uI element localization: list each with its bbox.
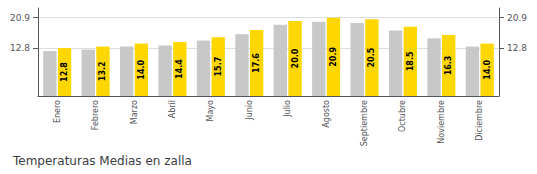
svg-text:16.3: 16.3 [444,56,453,76]
svg-text:20.9: 20.9 [507,13,527,23]
svg-text:Febrero: Febrero [91,100,100,130]
svg-text:14.0: 14.0 [137,59,146,79]
svg-text:12.8: 12.8 [10,43,30,53]
svg-text:Diciembre: Diciembre [475,100,484,141]
svg-text:12.8: 12.8 [60,62,69,82]
svg-text:18.5: 18.5 [406,51,415,71]
svg-text:12.8: 12.8 [507,43,527,53]
svg-text:20.9: 20.9 [10,13,30,23]
svg-text:Julio: Julio [283,100,292,118]
svg-text:13.2: 13.2 [98,61,107,81]
svg-text:Abril: Abril [168,100,177,118]
svg-text:14.4: 14.4 [175,59,184,79]
svg-text:Temperaturas Medias en zalla: Temperaturas Medias en zalla [12,154,192,168]
svg-text:Mayo: Mayo [206,100,215,122]
svg-text:Septiembre: Septiembre [360,100,369,146]
svg-text:Enero: Enero [53,100,62,123]
svg-text:Marzo: Marzo [130,100,139,124]
svg-text:20.9: 20.9 [329,47,338,67]
svg-text:14.0: 14.0 [483,59,492,79]
svg-text:Agosto: Agosto [322,100,331,128]
svg-text:Junio: Junio [245,100,254,121]
svg-text:Octubre: Octubre [398,100,407,132]
svg-text:20.0: 20.0 [291,48,300,68]
svg-text:17.6: 17.6 [252,53,261,73]
svg-text:15.7: 15.7 [214,57,223,77]
svg-text:Noviembre: Noviembre [437,100,446,144]
svg-text:20.5: 20.5 [367,47,376,67]
